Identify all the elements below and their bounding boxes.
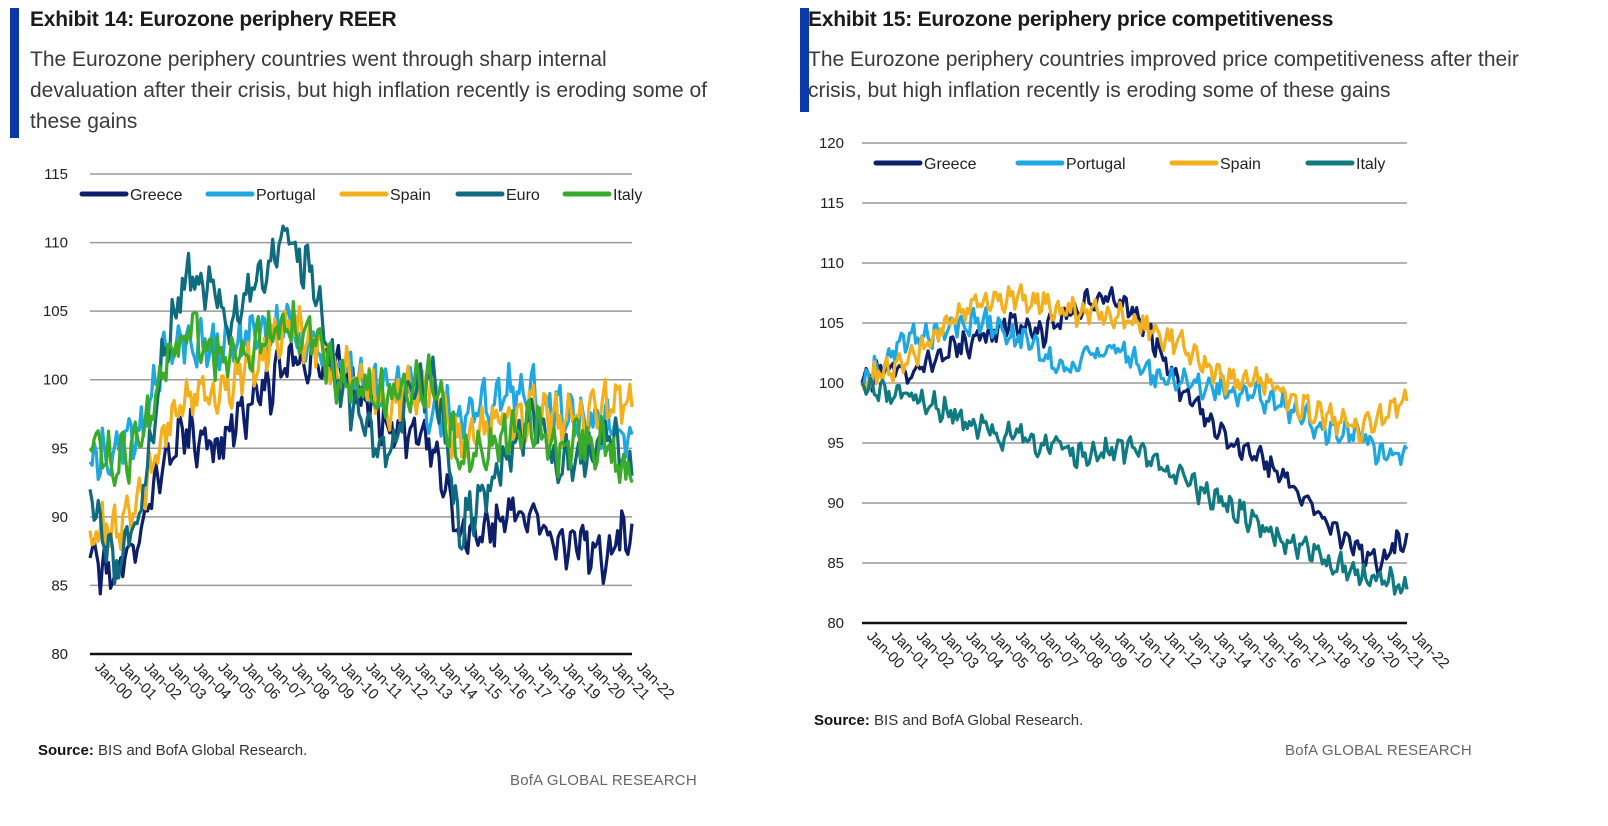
exhibit-14-chart: 80859095100105110115Jan-00Jan-01Jan-02Ja…	[43, 166, 678, 703]
exhibit-accent-bar	[800, 8, 809, 112]
y-tick-label: 115	[820, 195, 844, 212]
exhibit-15-subtitle: The Eurozone periphery countries improve…	[808, 48, 1519, 102]
exhibit-15-source: Source: BIS and BofA Global Research.	[814, 712, 1084, 729]
exhibit-14-brand: BofA GLOBAL RESEARCH	[510, 772, 697, 789]
y-tick-label: 85	[827, 555, 844, 572]
legend-label-italy: Italy	[1356, 156, 1385, 173]
exhibit-14-title: Exhibit 14: Eurozone periphery REER	[30, 8, 397, 31]
y-tick-label: 100	[43, 372, 68, 389]
y-tick-label: 80	[827, 615, 844, 632]
y-tick-label: 115	[44, 166, 68, 183]
legend-label-portugal: Portugal	[1066, 156, 1126, 173]
exhibit-15-chart: 80859095100105110115120Jan-00Jan-01Jan-0…	[819, 135, 1453, 672]
exhibit-14-source: Source: BIS and BofA Global Research.	[38, 742, 308, 759]
exhibit-15-brand: BofA GLOBAL RESEARCH	[1285, 742, 1472, 759]
legend-label-greece: Greece	[924, 156, 977, 173]
legend-label-italy: Italy	[613, 187, 642, 204]
y-tick-label: 120	[819, 135, 844, 152]
y-tick-label: 105	[43, 303, 68, 320]
y-tick-label: 90	[827, 495, 844, 512]
y-tick-label: 85	[51, 577, 68, 594]
series-line-italy	[88, 300, 634, 487]
y-tick-label: 105	[819, 315, 844, 332]
y-tick-label: 95	[827, 435, 844, 452]
exhibit-15-title: Exhibit 15: Eurozone periphery price com…	[808, 8, 1334, 31]
exhibit-14-subtitle: The Eurozone periphery countries went th…	[30, 48, 708, 133]
y-tick-label: 90	[51, 509, 68, 526]
exhibit-15-panel: Exhibit 15: Eurozone periphery price com…	[800, 0, 1608, 826]
exhibit-accent-bar	[10, 8, 19, 138]
series-line-spain	[860, 283, 1409, 445]
y-tick-label: 110	[44, 235, 68, 252]
y-tick-label: 95	[51, 440, 68, 457]
legend-label-spain: Spain	[390, 187, 431, 204]
legend-label-greece: Greece	[130, 187, 183, 204]
legend-label-euro: Euro	[506, 187, 540, 204]
exhibit-14-panel: Exhibit 14: Eurozone periphery REER The …	[0, 0, 740, 826]
y-tick-label: 80	[51, 646, 68, 663]
legend-label-portugal: Portugal	[256, 187, 316, 204]
y-tick-label: 110	[820, 255, 844, 272]
y-tick-label: 100	[819, 375, 844, 392]
legend-label-spain: Spain	[1220, 156, 1261, 173]
series-line-italy	[860, 376, 1409, 596]
series-line-greece	[88, 334, 634, 596]
